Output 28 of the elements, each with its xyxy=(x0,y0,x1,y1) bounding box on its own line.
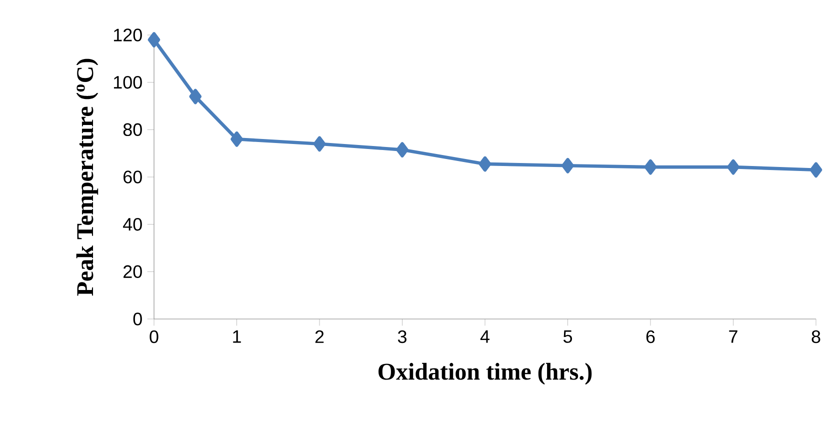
point xyxy=(396,142,408,158)
point xyxy=(313,136,326,152)
x-tick-label: 0 xyxy=(150,330,158,344)
x-tick-label: 5 xyxy=(563,330,572,343)
point xyxy=(810,162,822,178)
y-tick-label: 0 xyxy=(133,312,142,326)
y-tick-label: 80 xyxy=(123,123,142,136)
y-tick-label: 60 xyxy=(124,170,142,184)
x-tick-label: 2 xyxy=(315,330,324,343)
x-tick-label: 4 xyxy=(480,330,490,343)
y-tick-label: 40 xyxy=(123,218,142,231)
point xyxy=(478,156,492,172)
y-tick-label: 100 xyxy=(114,76,142,89)
x-tick-label: 7 xyxy=(729,330,738,343)
y-tick-label: 120 xyxy=(114,28,142,42)
point xyxy=(644,159,657,175)
y-axis-title: Peak Temperature ($^{o}$C) xyxy=(76,58,98,296)
x-tick-label: 8 xyxy=(812,330,820,344)
point xyxy=(230,131,243,147)
x-axis-title: Oxidation time (hrs.) xyxy=(378,362,592,385)
x-tick-label: 1 xyxy=(233,330,241,343)
point xyxy=(148,32,160,48)
x-tick-label: 6 xyxy=(646,330,655,344)
y-tick-label: 20 xyxy=(124,265,142,278)
point xyxy=(727,159,740,175)
point xyxy=(562,158,574,174)
point xyxy=(189,88,202,104)
x-tick-label: 3 xyxy=(398,330,406,344)
